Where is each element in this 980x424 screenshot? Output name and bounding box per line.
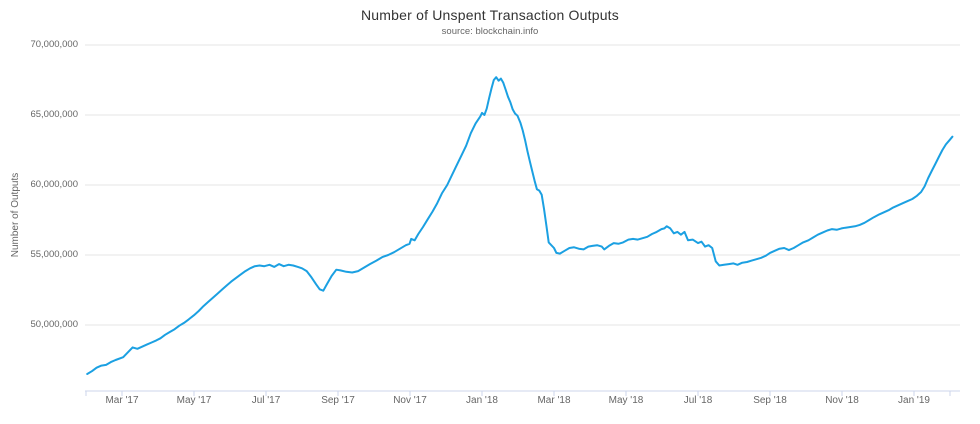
x-axis-tick-label: Nov '17 (393, 395, 427, 406)
x-axis-tick-label: May '18 (608, 395, 644, 406)
y-axis-tick-label: 60,000,000 (30, 179, 78, 190)
x-axis-tick-label: Nov '18 (825, 395, 859, 406)
chart-subtitle: source: blockchain.info (441, 26, 539, 37)
x-axis-tick-label: Sep '17 (321, 395, 355, 406)
chart-title: Number of Unspent Transaction Outputs (361, 7, 619, 23)
x-axis-tick-label: Mar '18 (537, 395, 571, 406)
y-axis-tick-label: 50,000,000 (30, 319, 78, 330)
y-axis-tick-label: 65,000,000 (30, 109, 78, 120)
series-line[interactable] (86, 76, 954, 375)
x-axis-tick-label: Jul '17 (251, 395, 281, 406)
x-axis-tick-label: Jan '18 (466, 395, 498, 406)
x-axis (85, 390, 960, 396)
x-axis-tick-label: Jan '19 (898, 395, 930, 406)
y-axis-tick-label: 70,000,000 (30, 39, 78, 50)
x-axis-tick-label: May '17 (176, 395, 212, 406)
x-axis-tick-label: Mar '17 (105, 395, 139, 406)
series-lines (86, 76, 954, 375)
x-axis-tick-label: Jul '18 (683, 395, 713, 406)
gridlines (85, 44, 960, 326)
y-axis-tick-label: 55,000,000 (30, 249, 78, 260)
x-axis-tick-label: Sep '18 (753, 395, 787, 406)
